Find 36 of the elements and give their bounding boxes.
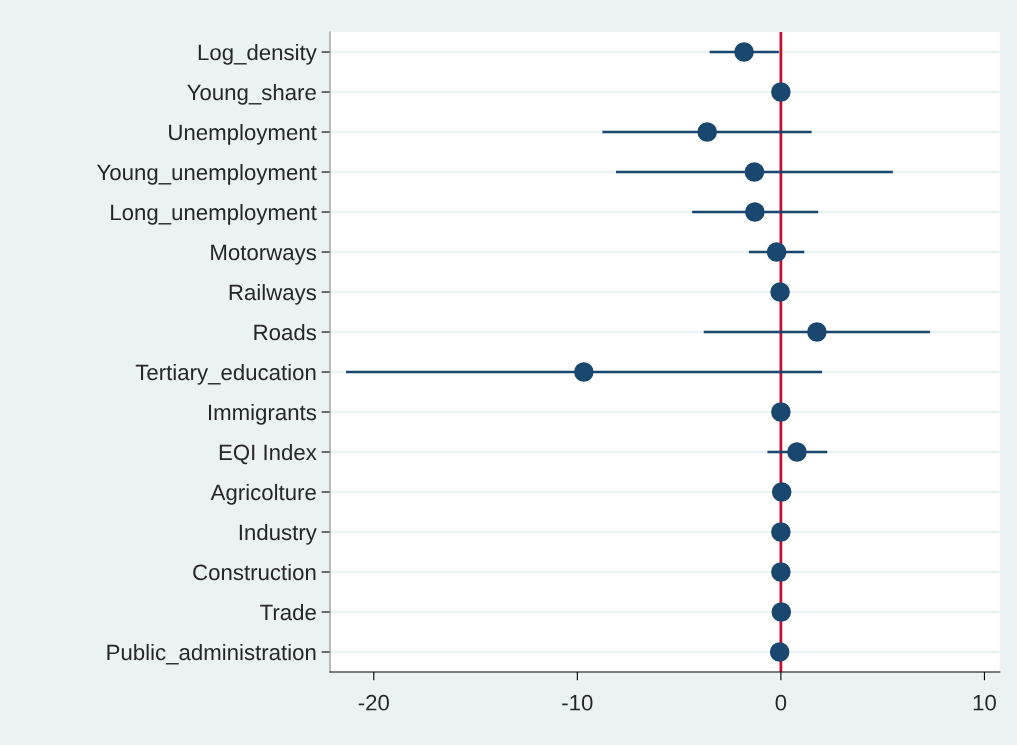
x-tick-label: 10 <box>973 694 996 711</box>
point <box>771 82 791 102</box>
y-tick-label: Immigrants <box>208 403 317 425</box>
point <box>769 642 790 662</box>
point <box>574 362 594 382</box>
y-tick-label: Long_unemployment <box>111 203 317 225</box>
y-tick-label: Roads <box>254 323 317 341</box>
point <box>787 442 807 462</box>
point <box>771 402 791 422</box>
y-tick-label: Railways <box>229 283 317 305</box>
y-tick-label: EQI Index <box>219 443 317 465</box>
point <box>697 122 717 142</box>
y-tick-label: Unemployment <box>169 123 317 145</box>
point <box>807 322 827 342</box>
x-tick-label: -20 <box>358 694 389 711</box>
point <box>745 202 765 222</box>
point <box>771 562 791 582</box>
y-tick-label: Public_administration <box>107 643 316 665</box>
y-tick-label: Tertiary_education <box>135 363 316 385</box>
y-tick-label: Log_density <box>198 43 317 65</box>
y-tick-label: Agricolture <box>210 483 316 505</box>
y-tick-label: Industry <box>239 523 317 545</box>
point <box>771 482 792 502</box>
point <box>770 282 790 302</box>
y-tick-label: Young_unemployment <box>96 163 317 185</box>
y-tick-label: Trade <box>260 603 316 621</box>
point <box>744 162 765 182</box>
y-tick-label: Young_share <box>187 83 316 105</box>
point <box>734 42 754 62</box>
y-tick-label: Construction <box>193 563 316 581</box>
point <box>766 242 787 262</box>
x-tick-label: 0 <box>775 694 787 711</box>
x-tick-label: -10 <box>562 694 593 711</box>
y-tick-label: Motorways <box>211 244 317 265</box>
point <box>771 522 791 542</box>
point <box>771 602 792 622</box>
